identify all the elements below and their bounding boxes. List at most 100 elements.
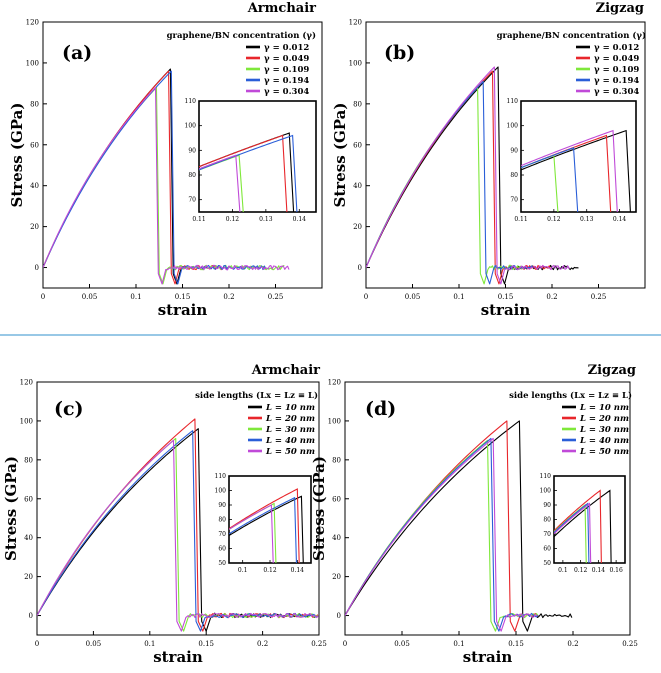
inset-y-tick-label: 110 [540,473,552,480]
inset-y-tick-label: 90 [218,502,226,509]
series-line-4 [366,80,534,285]
legend-label-3: γ = 0.109 [264,65,309,75]
y-tick-label: 60 [24,495,33,503]
legend-title: graphene/BN concentration (γ) [167,30,316,41]
legend-title: graphene/BN concentration (γ) [497,30,646,41]
inset-x-tick-label: 0.11 [514,216,527,223]
series-line-2 [345,420,539,632]
legend-label-4: L = 40 nm [579,436,629,446]
legend-label-4: γ = 0.194 [594,76,639,86]
inset-x-tick-label: 0.14 [293,216,307,223]
series-line-5 [37,439,319,632]
y-axis-label: Stress (GPa) [331,103,349,208]
inset-y-tick-label: 50 [218,560,226,567]
y-tick-label: 0 [35,264,39,272]
y-tick-label: 60 [30,141,39,149]
inset-frame [520,100,637,213]
legend-label-3: γ = 0.109 [594,65,639,75]
panel-label: (c) [54,398,84,420]
inset-x-tick-label: 0.14 [592,567,606,574]
inset-series-line-5 [554,502,592,563]
y-axis-label: Stress (GPa) [8,103,26,208]
inset-y-tick-label: 70 [510,197,518,204]
inset-frame [198,100,317,213]
x-tick-label: 0.25 [622,640,638,648]
inset-y-tick-label: 110 [507,98,519,105]
direction-title: Zigzag [596,1,644,16]
x-axis-label: strain [463,648,513,666]
inset-y-tick-label: 70 [218,531,226,538]
y-axis-label: Stress (GPa) [2,456,20,561]
y-tick-label: 100 [20,417,33,425]
y-tick-label: 80 [24,456,33,464]
inset-y-tick-label: 90 [543,502,551,509]
inset-plot: 0.11 0.12 0.13 0.14 70 80 90 100 110 [507,98,637,223]
y-tick-label: 40 [24,534,33,542]
legend-label-5: γ = 0.304 [594,87,639,97]
panel-label: (a) [62,42,92,64]
series-line-5 [366,66,570,285]
x-tick-label: 0.25 [591,293,607,301]
inset-y-tick-label: 80 [543,517,551,524]
y-tick-label: 80 [353,100,362,108]
chart-panel-a: 0 0.05 0.1 0.15 0.2 0.25 0 20 40 60 80 100 120 strain… [8,1,323,319]
x-tick-label: 0.15 [498,293,514,301]
x-tick-label: 0.15 [175,293,191,301]
inset-series-line-1 [229,495,304,563]
y-tick-label: 20 [30,223,39,231]
direction-title: Armchair [251,363,320,378]
inset-plot: 0.1 0.12 0.14 0.16 50 60 70 80 90 100 110 [540,473,626,574]
y-tick-label: 80 [332,456,341,464]
inset-y-tick-label: 80 [510,172,518,179]
y-tick-label: 20 [353,223,362,231]
legend-label-3: L = 30 nm [265,425,315,435]
y-tick-label: 0 [358,264,362,272]
x-tick-label: 0 [41,293,45,301]
x-tick-label: 0 [364,293,368,301]
x-tick-label: 0.2 [223,293,234,301]
inset-x-tick-label: 0.16 [609,567,623,574]
inset-y-tick-label: 80 [218,517,226,524]
inset-x-tick-label: 0.12 [263,567,277,574]
inset-y-tick-label: 60 [218,546,226,553]
x-tick-label: 0.05 [394,640,410,648]
inset-x-tick-label: 0.13 [580,216,594,223]
legend-title: side lengths (Lx = Lz ≡ L) [195,390,318,401]
inset-x-tick-label: 0.1 [238,567,248,574]
inset-y-tick-label: 70 [543,531,551,538]
inset-series-line-4 [199,134,298,212]
inset-series-line-1 [521,129,631,212]
legend-label-1: γ = 0.012 [264,43,309,53]
y-tick-label: 120 [20,379,33,387]
legend-label-5: L = 50 nm [265,447,315,457]
legend-label-2: γ = 0.049 [264,54,309,64]
y-tick-label: 40 [332,534,341,542]
y-tick-label: 120 [349,19,362,27]
x-tick-label: 0 [35,640,39,648]
inset-y-tick-label: 90 [188,147,196,154]
plot-area [366,66,579,285]
inset-series-line-2 [229,488,300,563]
inset-series-line-5 [521,129,618,212]
inset-series-line-5 [199,154,241,212]
legend-label-2: L = 20 nm [579,414,629,424]
inset-x-tick-label: 0.12 [226,216,240,223]
x-tick-label: 0.15 [198,640,214,648]
x-tick-label: 0.2 [257,640,268,648]
x-tick-label: 0.25 [311,640,327,648]
series-line-1 [43,68,182,285]
inset-x-tick-label: 0.13 [259,216,273,223]
inset-x-tick-label: 0.12 [547,216,561,223]
plot-frame [344,381,631,636]
y-tick-label: 20 [332,573,341,581]
y-tick-label: 120 [26,19,39,27]
x-tick-label: 0.05 [86,640,102,648]
y-axis-label: Stress (GPa) [310,456,328,561]
inset-y-tick-label: 60 [543,546,551,553]
legend-label-1: L = 10 nm [265,403,315,413]
inset-series-line-5 [229,504,274,563]
inset-y-tick-label: 110 [215,473,227,480]
x-tick-label: 0.25 [268,293,284,301]
inset-x-tick-label: 0.1 [558,567,568,574]
